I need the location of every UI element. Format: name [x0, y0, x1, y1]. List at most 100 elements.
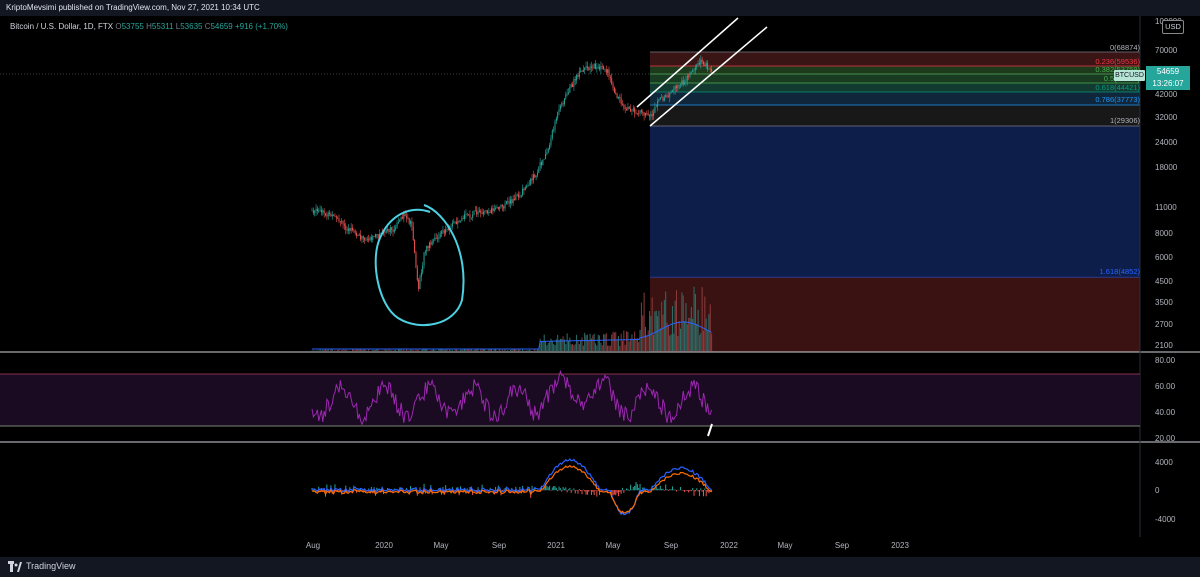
volume-bar [312, 350, 314, 351]
candle-body [663, 97, 665, 101]
publish-header: KriptoMevsimi published on TradingView.c… [0, 0, 1200, 16]
candle-body [667, 96, 669, 98]
macd-hist-bar [601, 490, 603, 492]
volume-bar [617, 336, 619, 351]
time-axis[interactable]: Aug 2020 May Sep 2021 May Sep 2022 May S… [306, 541, 910, 550]
tradingview-logo-icon[interactable] [8, 561, 22, 573]
macd-hist-bar [410, 486, 412, 491]
macd-hist-bar [661, 488, 663, 491]
macd-hist-bar [562, 487, 564, 491]
candle-body [453, 221, 455, 223]
fib-zone-red [650, 277, 1140, 352]
macd-hist-bar [445, 485, 447, 491]
volume-bar [589, 333, 591, 351]
volume-bar [616, 339, 618, 351]
volume-bar [346, 350, 348, 351]
time-tick: Sep [492, 541, 507, 550]
price-tick: 70000 [1155, 46, 1178, 55]
candle-body [630, 108, 632, 112]
volume-bar [542, 341, 544, 351]
symbol-legend[interactable]: Bitcoin / U.S. Dollar, 1D, FTX O53755 H5… [10, 22, 288, 31]
macd-hist-bar [700, 488, 702, 491]
candle-body [454, 221, 456, 223]
macd-hist-bar [326, 484, 328, 491]
candle-body [693, 70, 695, 71]
candle-body [582, 70, 584, 72]
channel-lower-line[interactable] [649, 26, 768, 127]
candle-body [620, 98, 622, 104]
candle-body [562, 103, 564, 105]
macd-axis[interactable]: 4000 0 -4000 [1155, 458, 1176, 524]
candle-body [480, 210, 482, 214]
macd-hist-bar [554, 486, 556, 491]
volume-bar [480, 349, 482, 351]
macd-hist-bar [627, 488, 629, 491]
close-label: C [204, 22, 211, 31]
price-tick: 8000 [1155, 229, 1173, 238]
volume-bar [627, 331, 629, 351]
candle-body [685, 80, 687, 83]
rsi-axis[interactable]: 80.00 60.00 40.00 20.00 [1155, 356, 1176, 443]
candle-body [458, 220, 460, 222]
candle-body [608, 69, 610, 78]
macd-hist-bar [682, 490, 684, 491]
volume-bar [450, 350, 452, 351]
candle-body [439, 233, 441, 237]
volume-bar [385, 349, 387, 351]
rsi-annotation-stroke[interactable] [707, 423, 713, 437]
volume-bar [416, 349, 418, 351]
time-tick: May [433, 541, 448, 550]
macd-hist-bar [635, 482, 637, 491]
fib-label-1: 1(29306) [1110, 116, 1141, 125]
circle-annotation[interactable] [374, 204, 465, 327]
candle-body [407, 217, 409, 219]
macd-hist-bar [550, 490, 552, 491]
candle-body [590, 66, 592, 68]
candle-body [339, 221, 341, 223]
candle-body [669, 92, 671, 98]
macd-hist-bar [613, 490, 615, 495]
macd-hist-bar [658, 488, 660, 491]
rsi-tick: 20.00 [1155, 434, 1176, 443]
high-value: 55311 [151, 22, 174, 31]
macd-hist-bar [680, 486, 682, 491]
volume-bar [412, 350, 414, 351]
candle-body [526, 186, 528, 188]
publish-info: KriptoMevsimi published on TradingView.c… [6, 3, 260, 12]
volume-bar [581, 337, 583, 351]
candle-body [318, 210, 320, 212]
candle-body [385, 230, 387, 233]
candle-body [497, 207, 499, 209]
macd-hist-bar [653, 488, 655, 491]
candle-body [597, 66, 599, 68]
volume-bar [709, 304, 711, 351]
macd-hist-bar [358, 490, 360, 492]
volume-bar [439, 349, 441, 351]
volume-bar [474, 349, 476, 351]
volume-bar [358, 349, 360, 351]
volume-bar [345, 349, 347, 351]
macd-hist-bar [698, 490, 700, 497]
candle-body [427, 246, 429, 248]
macd-hist-bar [630, 484, 632, 491]
candle-body [395, 227, 397, 230]
candle-body [676, 86, 677, 89]
candle-body [626, 108, 628, 110]
currency-button[interactable]: USD [1162, 20, 1184, 34]
candle-body [557, 112, 559, 119]
volume-bar [546, 345, 548, 351]
macd-hist-bar [701, 490, 703, 492]
volume-bar [368, 349, 370, 351]
tradingview-brand[interactable]: TradingView [26, 561, 76, 571]
candle-body [551, 130, 553, 139]
candle-body [330, 214, 332, 217]
volume-bar [415, 349, 417, 351]
candle-body [415, 252, 417, 268]
candle-body [531, 178, 533, 181]
fib-zone-05 [650, 74, 1140, 83]
candle-body [411, 221, 413, 227]
channel-upper-line[interactable] [636, 17, 739, 108]
volume-bar [561, 338, 563, 351]
volume-bar [585, 335, 587, 351]
